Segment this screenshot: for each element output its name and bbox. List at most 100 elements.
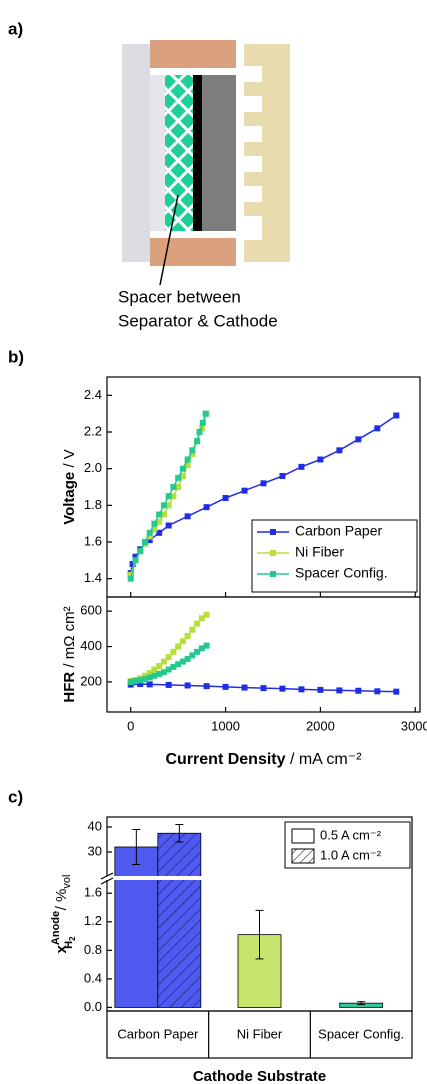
x-tick-label: 3000 (401, 718, 427, 733)
data-point (127, 575, 134, 582)
x-tick-label: Ni Fiber (237, 1026, 283, 1041)
data-point (137, 681, 144, 688)
y-tick-label: 2.2 (84, 423, 102, 438)
x-axis-label-main: Current Density (165, 751, 285, 768)
data-point (199, 419, 206, 426)
data-point (355, 436, 362, 443)
data-point (241, 684, 248, 691)
data-point (189, 626, 196, 633)
data-point (129, 561, 136, 567)
data-point (141, 676, 148, 683)
data-point (175, 661, 182, 668)
data-point (179, 473, 186, 479)
data-point (175, 484, 182, 490)
data-point (151, 520, 158, 527)
x-axis-label-unit: / mA cm⁻² (286, 751, 363, 768)
data-point (156, 529, 163, 536)
data-point (132, 678, 139, 685)
data-point (160, 511, 167, 518)
data-point (198, 615, 205, 622)
data-point (184, 655, 191, 662)
data-point (179, 658, 186, 665)
x-tick-label: Spacer Config. (318, 1026, 404, 1041)
y-tick-label: 1.4 (84, 570, 102, 585)
y-tick-label: 0.0 (84, 999, 102, 1014)
panel-label: c) (8, 787, 23, 806)
data-point (156, 663, 163, 669)
data-point (165, 666, 172, 673)
x-tick-label: 1000 (211, 718, 240, 733)
plot-frame (106, 596, 421, 713)
data-point (165, 502, 172, 509)
data-point (260, 685, 267, 692)
data-point (127, 572, 134, 578)
y-tick-label: 2.4 (84, 387, 102, 402)
y-label-unit: / % (53, 889, 70, 915)
data-point (260, 480, 267, 487)
y-axis-label-unit: / V (61, 449, 78, 472)
y-label-sup: Anode (50, 911, 62, 945)
y-axis-label: Voltage / V (61, 449, 78, 525)
data-point (203, 642, 210, 649)
data-point (175, 643, 182, 650)
x-tick-label: 0 (127, 718, 134, 733)
data-point (160, 502, 167, 509)
data-point (156, 670, 163, 677)
axis-break (99, 876, 209, 880)
data-point (184, 682, 191, 689)
y-tick-label: 40 (88, 818, 102, 833)
data-point (151, 526, 158, 533)
data-point (160, 658, 167, 665)
y-tick-label: 1.2 (84, 913, 102, 928)
data-point (170, 663, 177, 670)
data-point (146, 674, 153, 681)
y-tick-label: 0.8 (84, 942, 102, 957)
legend-label: Carbon Paper (295, 523, 383, 539)
y-tick-label: 30 (88, 843, 102, 858)
data-point (184, 513, 191, 520)
data-point (184, 632, 191, 639)
data-point (317, 456, 324, 463)
bar (157, 832, 202, 878)
data-point (317, 686, 324, 693)
panel-label: a) (8, 19, 23, 38)
diagram-caption: Spacer between (118, 287, 241, 306)
data-point (336, 687, 343, 694)
cell-diagram (122, 40, 290, 286)
data-point (146, 670, 153, 677)
data-point (198, 645, 205, 652)
data-point (132, 557, 139, 564)
y-axis-label-main: HFR (61, 672, 78, 703)
data-point (189, 652, 196, 659)
data-point (170, 493, 177, 500)
y-axis-label-unit: / mΩ cm² (61, 606, 78, 671)
category-table (106, 1010, 413, 1059)
y-axis-label-main: Voltage (61, 472, 78, 525)
data-point (179, 465, 186, 472)
data-point (393, 688, 400, 695)
bar (157, 878, 202, 1008)
data-point (194, 620, 201, 627)
data-point (165, 522, 172, 529)
data-point (151, 672, 158, 679)
data-point (146, 533, 153, 540)
y-tick-label: 400 (80, 638, 102, 653)
data-point (241, 487, 248, 494)
data-point (198, 425, 205, 432)
data-point (222, 495, 229, 501)
data-point (279, 473, 286, 479)
break-mark (100, 872, 114, 880)
panel-label: b) (8, 347, 24, 366)
data-point (194, 648, 201, 655)
legend-marker (270, 550, 276, 556)
data-point (194, 438, 201, 445)
legend-swatch (291, 828, 315, 844)
data-point (170, 648, 177, 655)
legend-label: 0.5 A cm⁻² (320, 827, 382, 842)
data-point (203, 611, 210, 618)
y-tick-label: 0.4 (84, 970, 102, 985)
bar (114, 878, 159, 1008)
legend-marker (270, 571, 276, 577)
data-point (279, 685, 286, 692)
